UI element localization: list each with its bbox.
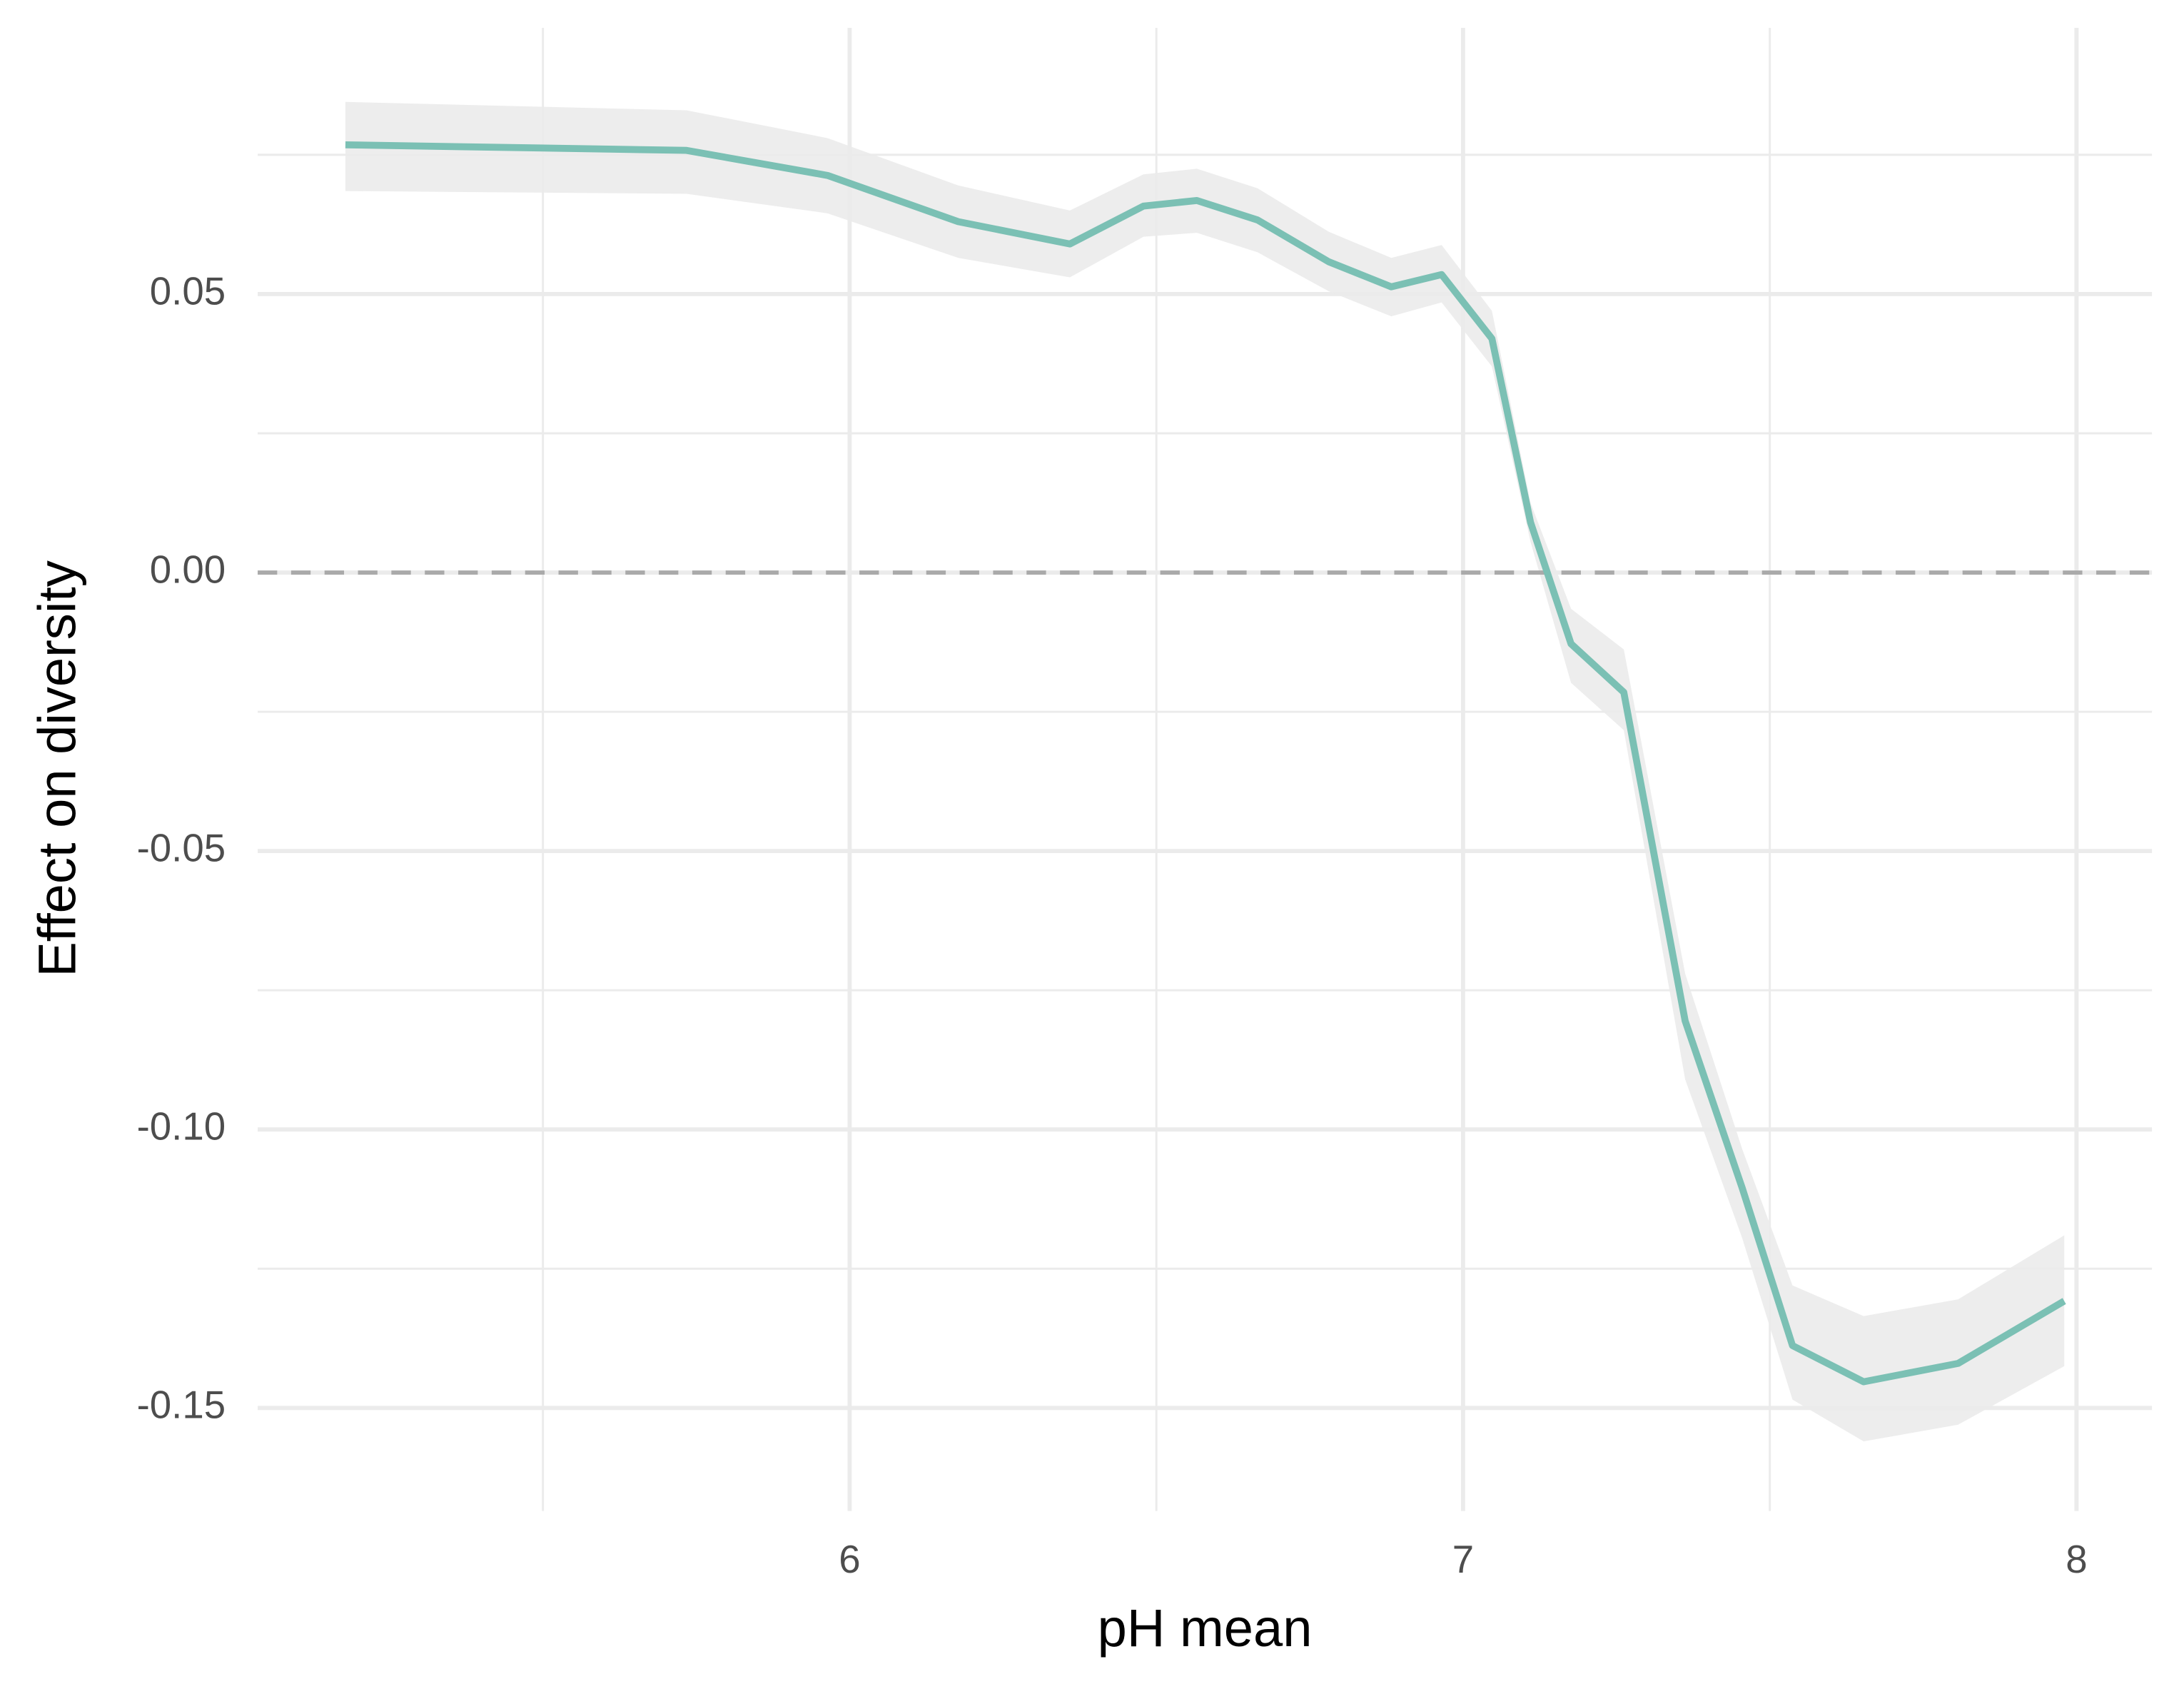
- y-tick-label: -0.10: [137, 1105, 226, 1149]
- y-tick-label: -0.15: [137, 1383, 226, 1427]
- line: [345, 141, 2066, 1386]
- x-tick-label: 8: [2066, 1538, 2087, 1581]
- x-tick-label: 6: [839, 1538, 860, 1581]
- y-tick-label: 0.05: [150, 269, 226, 313]
- y-axis-title: Effect on diversity: [27, 560, 86, 977]
- x-tick-label: 7: [1452, 1538, 1474, 1581]
- x-axis-title: pH mean: [1098, 1598, 1313, 1658]
- y-tick-label: -0.05: [137, 827, 226, 870]
- y-tick-label: 0.00: [150, 548, 226, 591]
- confidence-band: [345, 101, 2065, 1442]
